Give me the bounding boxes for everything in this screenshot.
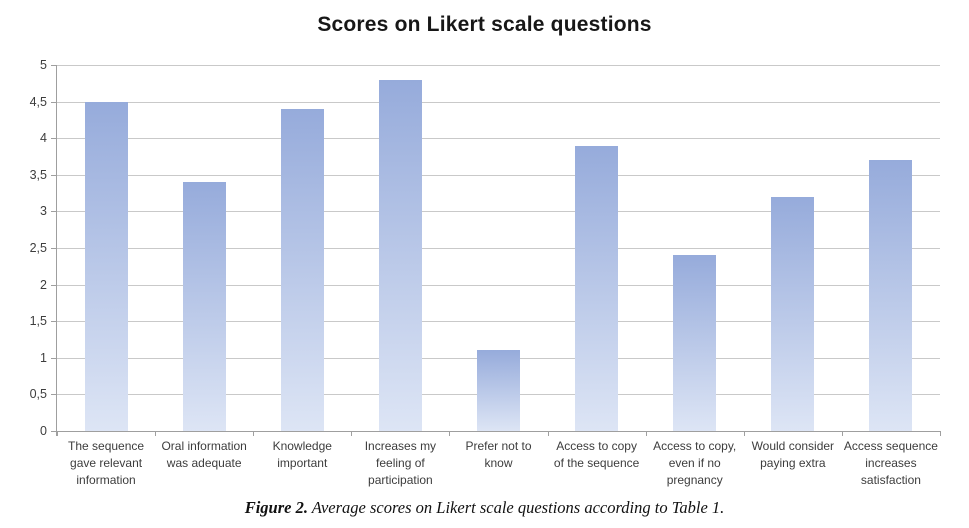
y-axis-tick bbox=[51, 211, 57, 213]
y-axis-tick-label: 0 bbox=[40, 424, 47, 438]
category-label: The sequence gave relevant information bbox=[68, 439, 145, 487]
gridline bbox=[57, 284, 940, 286]
gridline bbox=[57, 211, 940, 213]
category-label: Knowledge important bbox=[272, 439, 332, 470]
y-axis-tick bbox=[51, 248, 57, 249]
gridline bbox=[57, 248, 940, 249]
y-axis-tick bbox=[51, 174, 57, 176]
y-axis-tick-label: 1,5 bbox=[29, 314, 47, 329]
x-axis-tick bbox=[155, 431, 156, 436]
y-axis-tick-label: 2,5 bbox=[29, 241, 47, 255]
y-axis-line bbox=[56, 65, 57, 436]
category-label: Would consider paying extra bbox=[751, 439, 835, 470]
gridline bbox=[57, 65, 940, 66]
y-axis-tick bbox=[51, 394, 57, 396]
category-label: Prefer not to know bbox=[465, 439, 532, 470]
x-axis-tick bbox=[842, 431, 843, 436]
y-axis-tick-label: 4 bbox=[40, 131, 47, 146]
chart-title: Scores on Likert scale questions bbox=[317, 13, 652, 36]
x-axis-tick bbox=[449, 431, 450, 436]
bar bbox=[84, 102, 128, 431]
x-axis-tick bbox=[646, 431, 647, 436]
y-axis-tick bbox=[51, 138, 57, 140]
bar bbox=[378, 80, 422, 431]
x-axis-labels: The sequence gave relevant information Or… bbox=[57, 438, 940, 489]
category-label: Access sequence increases satisfaction bbox=[843, 439, 938, 487]
category-label: Oral information was adequate bbox=[161, 439, 247, 470]
x-axis-tick bbox=[253, 431, 254, 436]
category-label: Increases my feeling of participation bbox=[364, 439, 437, 487]
category-label: Access to copy of the sequence bbox=[553, 439, 640, 470]
gridline bbox=[57, 321, 940, 323]
x-axis-tick bbox=[940, 431, 941, 436]
category-label: Access to copy, even if no pregnancy bbox=[653, 439, 737, 487]
x-axis-tick bbox=[57, 431, 58, 436]
y-axis-tick bbox=[51, 321, 57, 323]
y-axis-tick bbox=[51, 101, 57, 103]
bar bbox=[673, 255, 717, 431]
bar bbox=[869, 160, 913, 431]
y-axis-tick bbox=[51, 65, 57, 66]
figure-caption-text: Average scores on Likert scale questions… bbox=[307, 498, 725, 517]
x-axis-line bbox=[51, 431, 940, 432]
figure-caption-label: Figure 2. bbox=[244, 498, 308, 517]
bar bbox=[575, 146, 619, 431]
y-axis-tick-label: 2 bbox=[40, 277, 47, 292]
y-axis-tick-label: 3 bbox=[40, 204, 47, 219]
y-axis-tick-label: 3,5 bbox=[29, 167, 47, 182]
bar bbox=[280, 109, 324, 431]
gridline bbox=[57, 174, 940, 176]
bar bbox=[477, 350, 520, 431]
bar bbox=[182, 182, 226, 431]
gridline bbox=[57, 101, 940, 103]
y-axis-tick bbox=[51, 357, 57, 359]
bar bbox=[771, 197, 815, 431]
y-axis-tick bbox=[51, 284, 57, 286]
y-axis-tick-label: 4,5 bbox=[29, 94, 47, 109]
y-axis-tick-label: 1 bbox=[40, 350, 47, 365]
x-axis-tick bbox=[744, 431, 745, 436]
y-axis-tick-label: 5 bbox=[40, 58, 47, 72]
figure-caption: Figure 2. Average scores on Likert scale… bbox=[0, 498, 969, 518]
x-axis-tick bbox=[548, 431, 549, 436]
x-axis-tick bbox=[351, 431, 352, 436]
y-axis-tick-label: 0,5 bbox=[29, 387, 47, 402]
gridline bbox=[57, 138, 940, 140]
